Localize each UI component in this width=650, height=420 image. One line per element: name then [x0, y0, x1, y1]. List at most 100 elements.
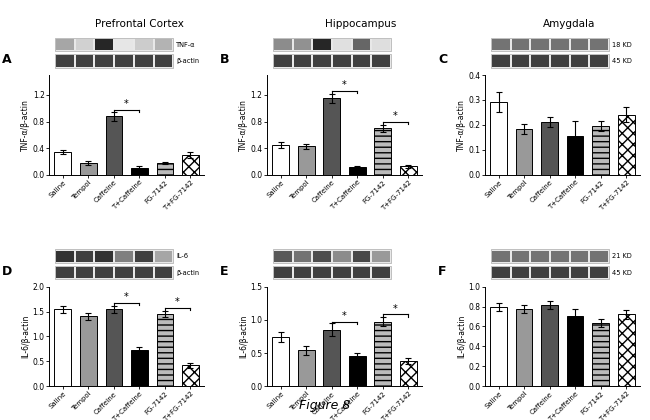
Text: F: F	[438, 265, 447, 278]
Bar	[115, 251, 133, 262]
Bar	[131, 350, 148, 386]
Bar	[372, 267, 390, 278]
Bar	[131, 168, 148, 175]
Bar	[313, 55, 331, 67]
Bar	[353, 267, 370, 278]
Bar	[55, 249, 174, 263]
Bar	[400, 361, 417, 386]
Bar	[590, 267, 608, 278]
Bar	[157, 314, 173, 386]
Bar	[75, 267, 94, 278]
Text: 21 KD: 21 KD	[612, 253, 632, 259]
Y-axis label: IL-6/β-actin: IL-6/β-actin	[239, 315, 248, 358]
Bar	[512, 39, 529, 50]
Bar	[567, 317, 584, 386]
Bar	[492, 55, 510, 67]
Bar	[618, 315, 634, 386]
Bar	[157, 163, 173, 175]
Bar	[512, 267, 529, 278]
Bar	[541, 304, 558, 386]
Bar	[353, 251, 370, 262]
Bar	[182, 155, 199, 175]
Bar	[333, 251, 351, 262]
Bar	[491, 38, 609, 51]
Text: TNF-α: TNF-α	[176, 42, 196, 47]
Bar	[531, 251, 549, 262]
Bar	[333, 267, 351, 278]
Bar	[115, 55, 133, 67]
Bar	[273, 54, 391, 68]
Text: *: *	[124, 99, 129, 109]
Bar	[75, 55, 94, 67]
Text: *: *	[393, 110, 398, 121]
Text: 18 KD: 18 KD	[612, 42, 632, 47]
Bar	[155, 251, 172, 262]
Bar	[516, 309, 532, 386]
Bar	[105, 309, 122, 386]
Bar	[592, 126, 609, 175]
Bar	[374, 128, 391, 175]
Bar	[590, 55, 608, 67]
Bar	[135, 251, 153, 262]
Bar	[80, 163, 97, 175]
Text: IL-6: IL-6	[176, 253, 188, 259]
Bar	[492, 267, 510, 278]
Bar	[313, 251, 331, 262]
Bar	[324, 330, 340, 386]
Bar	[273, 265, 391, 279]
Bar	[313, 267, 331, 278]
Bar	[491, 54, 609, 68]
Text: Figure 8: Figure 8	[299, 399, 351, 412]
Bar	[491, 249, 609, 263]
Bar	[590, 39, 608, 50]
Bar	[135, 267, 153, 278]
Bar	[333, 55, 351, 67]
Bar	[512, 55, 529, 67]
Text: *: *	[342, 311, 347, 321]
Bar	[182, 365, 199, 386]
Bar	[571, 55, 588, 67]
Bar	[75, 251, 94, 262]
Bar	[298, 350, 315, 386]
Text: *: *	[124, 291, 129, 302]
Bar	[571, 267, 588, 278]
Bar	[571, 39, 588, 50]
Bar	[353, 39, 370, 50]
Text: D: D	[2, 265, 12, 278]
Bar	[56, 251, 73, 262]
Bar	[55, 309, 71, 386]
Bar	[55, 265, 174, 279]
Bar	[490, 307, 507, 386]
Bar	[590, 251, 608, 262]
Bar	[96, 267, 113, 278]
Bar	[294, 39, 311, 50]
Bar	[115, 39, 133, 50]
Text: E: E	[220, 265, 228, 278]
Y-axis label: TNF-α/β-actin: TNF-α/β-actin	[21, 99, 31, 151]
Bar	[551, 251, 569, 262]
Bar	[618, 115, 634, 175]
Bar	[115, 267, 133, 278]
Bar	[333, 39, 351, 50]
Bar	[274, 251, 292, 262]
Bar	[135, 39, 153, 50]
Bar	[531, 55, 549, 67]
Bar	[273, 38, 391, 51]
Bar	[55, 152, 71, 175]
Bar	[372, 251, 390, 262]
Bar	[512, 251, 529, 262]
Y-axis label: IL-6/β-actin: IL-6/β-actin	[457, 315, 466, 358]
Y-axis label: TNF-α/β-actin: TNF-α/β-actin	[239, 99, 248, 151]
Bar	[274, 55, 292, 67]
Bar	[294, 251, 311, 262]
Bar	[273, 249, 391, 263]
Bar	[372, 39, 390, 50]
Text: *: *	[393, 304, 398, 313]
Bar	[374, 322, 391, 386]
Bar	[55, 54, 174, 68]
Bar	[56, 39, 73, 50]
Text: Prefrontal Cortex: Prefrontal Cortex	[96, 19, 184, 29]
Bar	[492, 251, 510, 262]
Bar	[96, 55, 113, 67]
Bar	[55, 38, 174, 51]
